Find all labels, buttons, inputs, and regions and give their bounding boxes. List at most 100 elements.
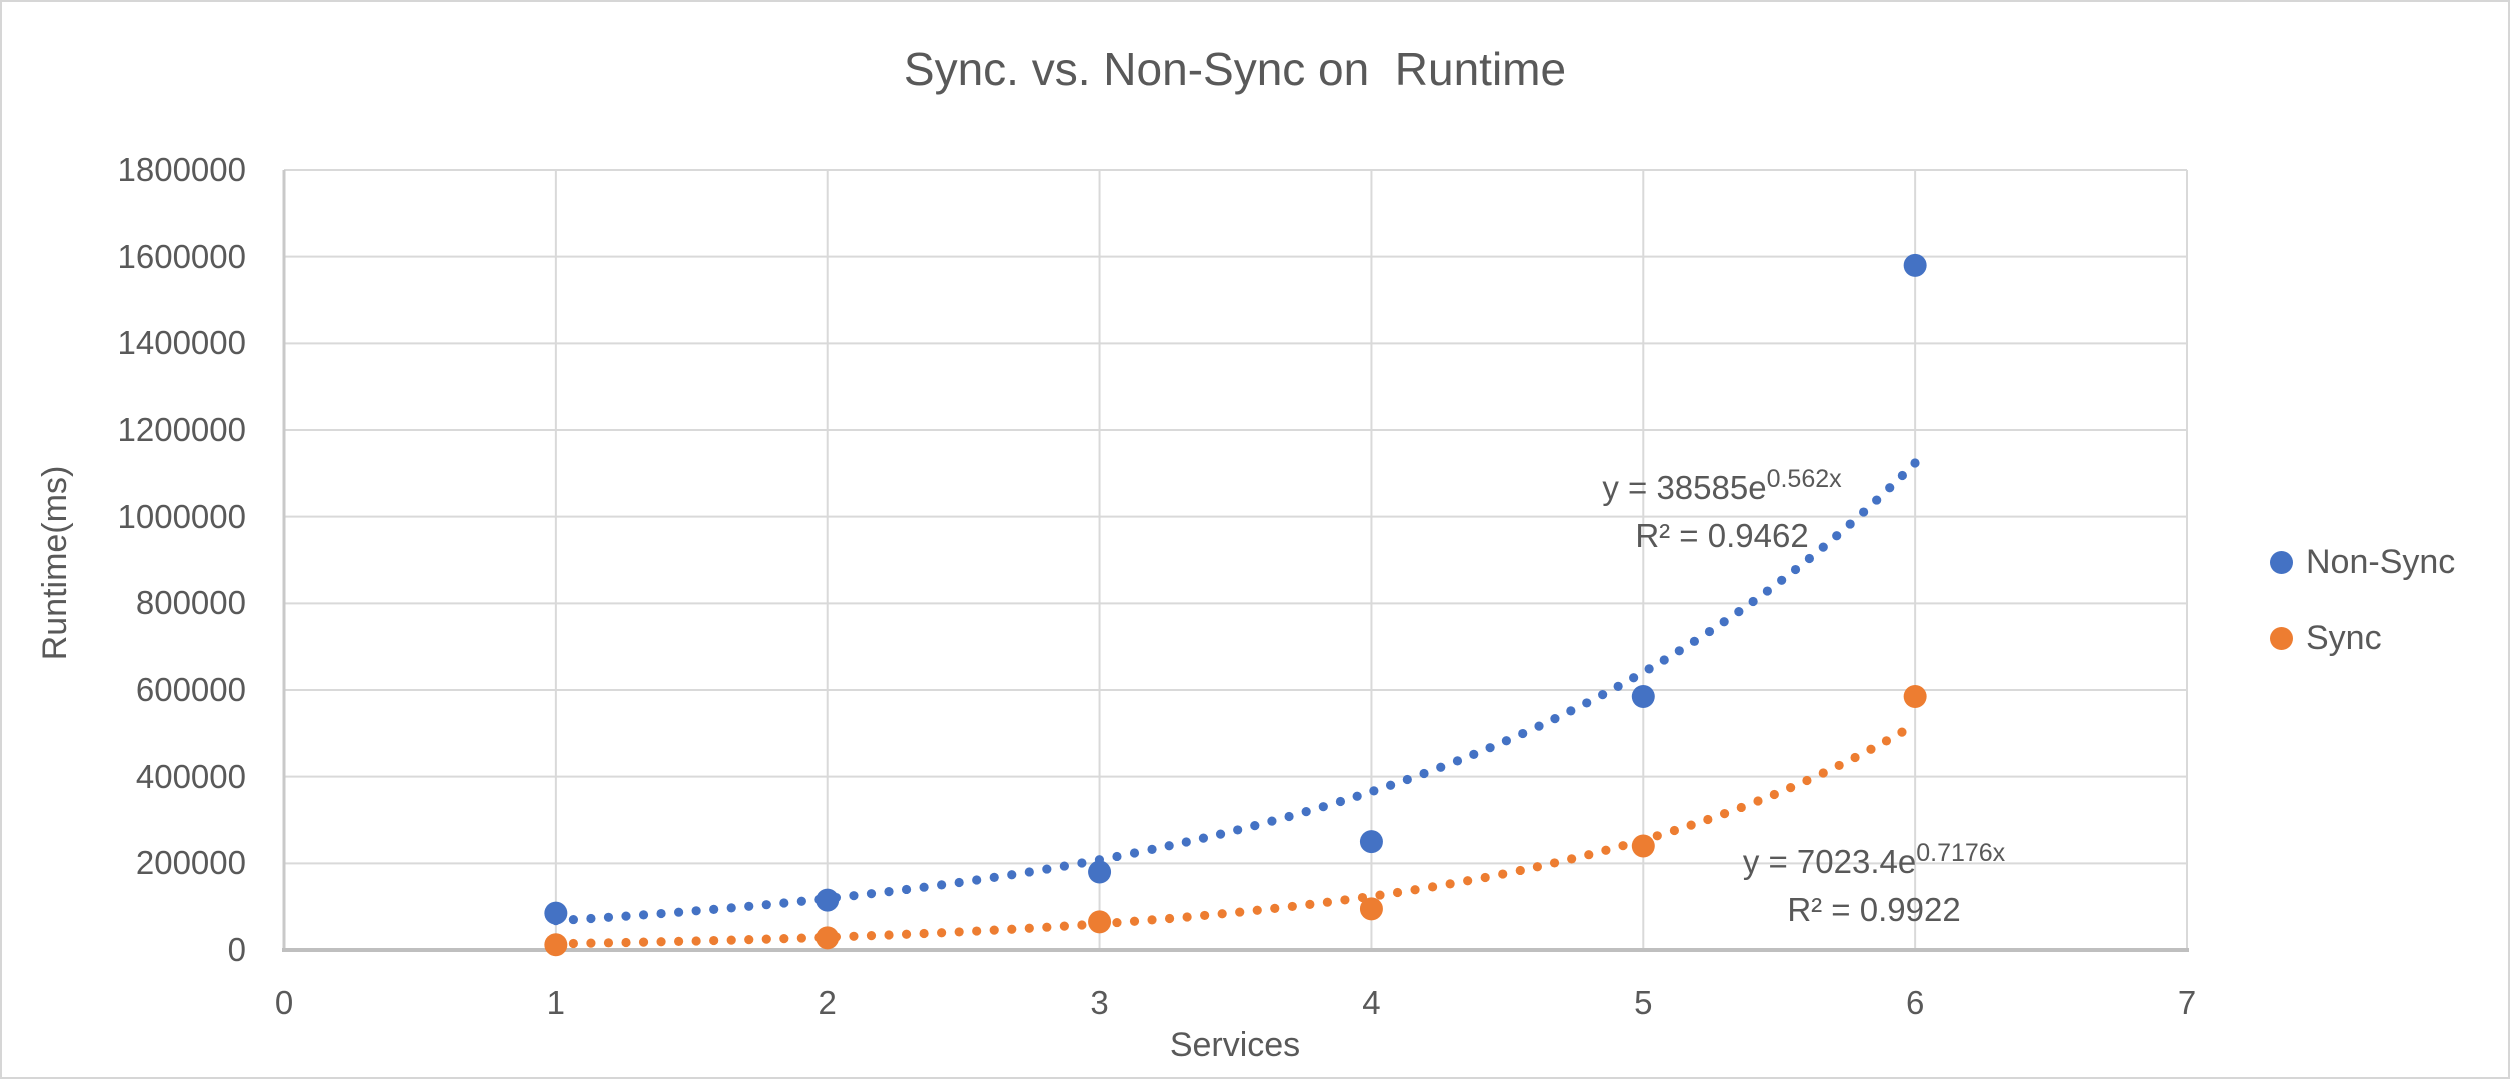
trendline-dot-non-sync [779,898,789,908]
trendline-dot-non-sync [1582,698,1592,708]
legend: Non-Sync Sync [2270,540,2455,692]
trendline-dot-non-sync [726,903,736,913]
trendline-dot-sync [761,934,771,944]
y-tick-label: 1400000 [117,324,246,362]
trendline-dot-sync [1235,907,1245,917]
trendline-dot-sync [1340,895,1350,905]
trendline-dot-sync [638,937,649,947]
trendline-dot-non-sync [1385,780,1396,790]
trendline-dot-sync [1753,796,1763,806]
trendline-dot-sync [1652,831,1662,841]
trendline-dot-sync [901,929,912,939]
trendline-dot-sync [1463,876,1473,886]
non-sync-series-marker-icon [2270,550,2293,574]
trendline-dot-non-sync [1335,796,1346,807]
trendline-dot-sync [1897,727,1907,737]
trendline-dot-sync [849,931,859,941]
trendline-dot-non-sync [1872,495,1882,505]
trendline-dot-sync [1786,783,1796,793]
y-tick-label: 0 [227,931,246,968]
r-squared-text: R² = 0.9462 [1635,517,1809,554]
trendline-dot-non-sync [1369,786,1379,796]
trendline-dot-sync [1445,879,1455,889]
data-point-sync [1359,897,1383,921]
x-tick-label: 4 [1362,984,1381,1021]
trendline-dot-non-sync [1790,564,1801,575]
trendline-dot-sync [1703,814,1713,825]
trendline-dot-non-sync [1436,762,1446,772]
trendline-dot-non-sync [1233,825,1243,835]
equation-text: y = 38585e0.562x [1602,465,1842,507]
trendline-dot-non-sync [1566,706,1576,716]
trendline-dot-non-sync [1250,820,1260,831]
trendline-dot-sync [691,936,701,946]
trendline-dot-sync [989,925,999,935]
trendline-dot-non-sync [1734,607,1744,617]
trendline-dot-sync [1866,744,1876,754]
trendline-dot-non-sync [1897,470,1907,481]
legend-entry-non-sync: Non-Sync [2270,540,2455,584]
trendline-dot-non-sync [691,906,701,916]
trendline-dot-non-sync [1007,870,1017,880]
trendline-dot-non-sync [919,882,929,892]
trendline-dot-non-sync [1613,681,1623,691]
trendline-dot-sync [866,931,877,941]
trendline-dot-non-sync [1318,802,1328,812]
legend-entry-sync: Sync [2270,616,2455,660]
trendline-dot-non-sync [1550,714,1560,724]
trendline-dot-non-sync [1518,728,1528,739]
trendline-dot-sync [1305,899,1315,909]
trendline-dot-sync [1252,905,1262,915]
trendline-dot-non-sync [1748,596,1758,607]
trendline-dot-non-sync [674,907,684,917]
trendline-dot-sync [1567,854,1577,864]
data-point-sync [544,933,568,957]
trendline-dot-sync [1042,922,1052,932]
trendline-dot-non-sync [1284,811,1294,822]
trendline-dot-non-sync [1452,756,1463,766]
legend-label-non-sync: Non-Sync [2306,542,2456,581]
trendline-dot-non-sync [1689,636,1699,646]
trendline-dot-sync [1549,858,1560,868]
trendline-dot-sync [1007,924,1017,934]
y-axis-title: Runtime(ms) [36,465,74,661]
trendline-dot-non-sync [586,913,596,924]
trendline-dot-non-sync [1164,841,1174,851]
trendline-dot-non-sync [972,875,982,885]
y-tick-label: 1600000 [117,237,246,275]
trendline-dot-non-sync [761,900,771,910]
trendline-dot-sync [656,937,666,947]
trendline-dot-non-sync [1024,867,1034,877]
trendline-dot-sync [1834,760,1844,771]
data-point-non-sync [1359,830,1383,854]
trendline-dot-sync [744,935,754,945]
legend-label-sync: Sync [2306,618,2382,657]
trendline-dot-non-sync [744,901,754,911]
trendline-dot-sync [1769,789,1779,800]
trendline-dot-sync [796,933,806,943]
trendline-dot-sync [1618,841,1628,851]
trendline-dot-non-sync [1301,807,1311,817]
trendline-dot-sync [1322,897,1332,907]
equation-text: y = 7023.4e0.7176x [1742,839,2006,881]
trendline-dot-non-sync [1181,837,1191,847]
trendline-dot-non-sync [1885,483,1895,493]
trendline-dot-sync [1375,890,1385,900]
trendline-dot-non-sync [1704,626,1715,637]
trendline-dot-non-sync [1215,829,1226,839]
x-tick-label: 2 [818,984,837,1021]
trendline-dot-non-sync [1832,531,1842,541]
trendline-dot-non-sync [1845,519,1855,529]
trendline-dot-non-sync [1910,458,1920,468]
trendline-dot-sync [972,926,982,936]
trendline-dot-non-sync [656,908,666,919]
trendline-dot-non-sync [1501,736,1512,746]
y-tick-label: 600000 [135,671,246,708]
trendline-dot-non-sync [1198,833,1209,843]
trendline-dot-non-sync [621,911,631,921]
data-point-non-sync [1631,685,1655,708]
trendline-equation-non-sync: y = 38585e0.562x R² = 0.9462 [1472,464,1972,560]
trendline-dot-sync [621,937,631,948]
trendline-dot-sync [779,934,789,944]
